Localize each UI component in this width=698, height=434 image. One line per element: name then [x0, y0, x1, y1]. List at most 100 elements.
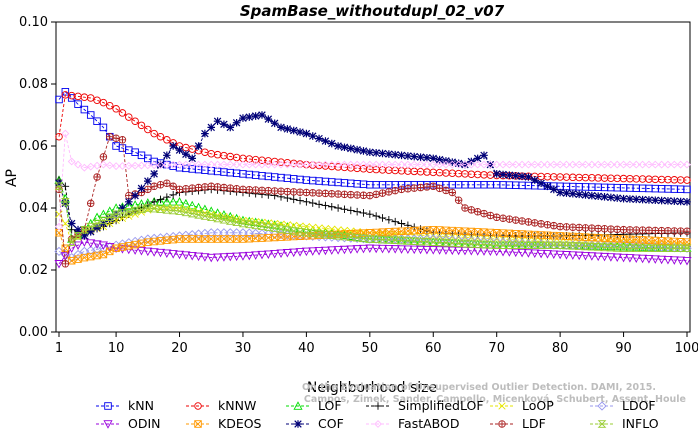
- data-point: [302, 160, 311, 169]
- data-point: [581, 191, 590, 199]
- data-point: [613, 225, 621, 234]
- data-point: [232, 218, 242, 227]
- data-point: [619, 160, 628, 169]
- data-point: [473, 160, 482, 169]
- data-point: [86, 199, 95, 208]
- data-point: [486, 211, 495, 220]
- data-point: [295, 248, 305, 257]
- data-point: [638, 160, 647, 169]
- data-point: [550, 222, 558, 230]
- data-point: [385, 215, 393, 224]
- data-point: [118, 209, 127, 217]
- data-point: [105, 213, 115, 222]
- x-tick-label: 20: [171, 341, 188, 356]
- data-point: [327, 246, 337, 255]
- data-point: [385, 188, 393, 196]
- data-point: [479, 236, 489, 247]
- legend-entry-knnw: kNNW: [186, 398, 256, 413]
- data-point: [333, 246, 343, 255]
- data-point: [156, 205, 165, 213]
- data-point: [651, 160, 660, 169]
- data-point: [296, 128, 304, 136]
- data-point: [498, 237, 508, 248]
- legend-marker: [293, 401, 303, 410]
- data-point: [334, 190, 342, 198]
- data-point: [61, 129, 70, 138]
- data-point: [320, 246, 330, 256]
- data-point: [137, 239, 146, 248]
- data-point: [378, 235, 387, 244]
- plot-frame: [55, 21, 691, 333]
- data-point: [244, 228, 254, 238]
- x-tick-label: 50: [362, 341, 379, 356]
- data-point: [631, 241, 641, 251]
- data-point: [295, 228, 305, 236]
- data-point: [664, 160, 672, 169]
- data-point: [460, 239, 470, 248]
- data-point: [391, 150, 400, 159]
- data-point: [277, 123, 285, 132]
- data-point: [251, 112, 260, 120]
- data-point: [448, 158, 457, 166]
- data-point: [194, 252, 204, 262]
- data-point: [277, 187, 285, 195]
- legend-entry-loop: LoOP: [490, 398, 554, 413]
- data-point: [156, 160, 165, 169]
- y-tick-label: 0.04: [19, 201, 48, 216]
- data-point: [447, 239, 457, 247]
- data-point: [118, 204, 127, 212]
- data-point: [499, 170, 507, 179]
- data-point: [86, 222, 96, 231]
- data-point: [511, 216, 520, 224]
- data-point: [302, 222, 311, 231]
- data-point: [542, 250, 552, 259]
- data-point: [638, 226, 647, 234]
- data-point: [340, 143, 349, 152]
- data-point: [625, 160, 634, 169]
- x-tick-label: 70: [488, 341, 505, 356]
- data-point: [447, 246, 457, 256]
- data-point: [150, 161, 159, 170]
- data-point: [168, 197, 178, 206]
- data-point: [144, 177, 152, 185]
- data-point: [384, 236, 394, 244]
- data-point: [372, 190, 380, 199]
- data-point: [574, 242, 584, 250]
- data-point: [105, 215, 114, 223]
- data-point: [448, 188, 457, 197]
- data-point: [606, 253, 616, 262]
- data-point: [454, 159, 463, 168]
- data-point: [276, 249, 286, 259]
- data-point: [181, 160, 190, 169]
- data-point: [257, 250, 267, 260]
- data-point: [600, 243, 609, 252]
- data-point: [327, 160, 336, 169]
- data-point: [270, 233, 279, 242]
- legend-marker: [104, 402, 112, 410]
- data-point: [60, 198, 70, 206]
- data-point: [618, 240, 629, 250]
- data-point: [347, 191, 355, 199]
- data-point: [327, 139, 336, 148]
- data-point: [377, 244, 388, 254]
- data-point: [428, 234, 438, 244]
- data-point: [86, 94, 95, 102]
- data-point: [669, 244, 679, 253]
- data-point: [657, 255, 667, 265]
- data-point: [270, 229, 280, 239]
- series-kdeos: [55, 225, 691, 265]
- data-point: [670, 160, 679, 169]
- data-point: [105, 133, 114, 141]
- data-point: [175, 207, 184, 215]
- data-point: [156, 237, 165, 245]
- data-point: [537, 179, 545, 187]
- data-point: [93, 96, 101, 105]
- data-point: [683, 160, 691, 169]
- data-point: [308, 199, 317, 207]
- data-point: [118, 136, 127, 144]
- data-point: [206, 228, 216, 238]
- data-point: [79, 225, 89, 234]
- data-point: [149, 204, 159, 213]
- data-point: [473, 208, 482, 216]
- data-point: [555, 240, 565, 250]
